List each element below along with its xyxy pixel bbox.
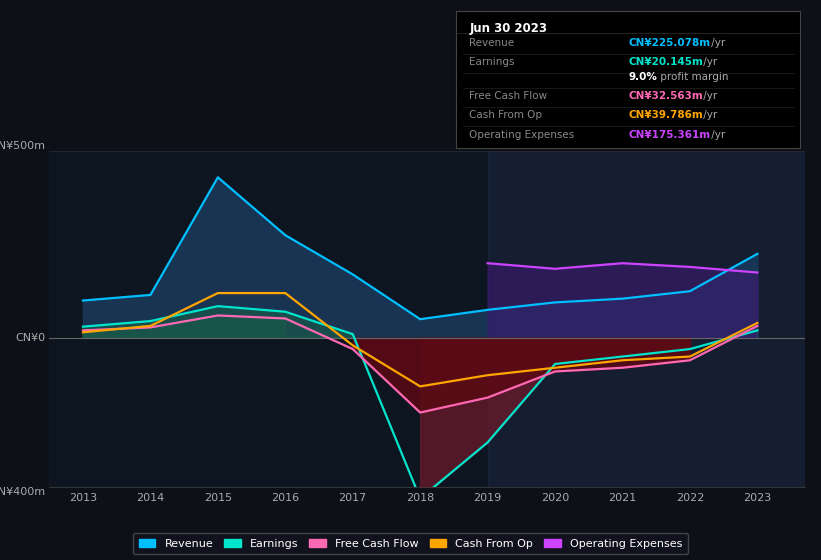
- Text: CN¥175.361m: CN¥175.361m: [628, 130, 710, 139]
- Text: /yr: /yr: [708, 130, 725, 139]
- Text: Revenue: Revenue: [470, 38, 515, 48]
- Text: CN¥20.145m: CN¥20.145m: [628, 57, 703, 67]
- Text: profit margin: profit margin: [657, 72, 728, 82]
- Text: /yr: /yr: [708, 38, 725, 48]
- Text: Earnings: Earnings: [470, 57, 515, 67]
- Text: CN¥500m: CN¥500m: [0, 141, 45, 151]
- Text: /yr: /yr: [700, 110, 718, 120]
- Text: CN¥0: CN¥0: [16, 333, 45, 343]
- Bar: [488, 151, 805, 487]
- Text: /yr: /yr: [700, 91, 718, 101]
- Text: -CN¥400m: -CN¥400m: [0, 487, 45, 497]
- Text: 9.0%: 9.0%: [628, 72, 657, 82]
- Text: /yr: /yr: [700, 57, 718, 67]
- FancyBboxPatch shape: [456, 11, 800, 148]
- Text: Jun 30 2023: Jun 30 2023: [470, 22, 548, 35]
- Text: CN¥39.786m: CN¥39.786m: [628, 110, 703, 120]
- Text: Operating Expenses: Operating Expenses: [470, 130, 575, 139]
- Text: CN¥32.563m: CN¥32.563m: [628, 91, 703, 101]
- Text: CN¥225.078m: CN¥225.078m: [628, 38, 710, 48]
- Text: Cash From Op: Cash From Op: [470, 110, 543, 120]
- Text: Free Cash Flow: Free Cash Flow: [470, 91, 548, 101]
- Legend: Revenue, Earnings, Free Cash Flow, Cash From Op, Operating Expenses: Revenue, Earnings, Free Cash Flow, Cash …: [133, 533, 688, 554]
- Bar: [49, 151, 488, 487]
